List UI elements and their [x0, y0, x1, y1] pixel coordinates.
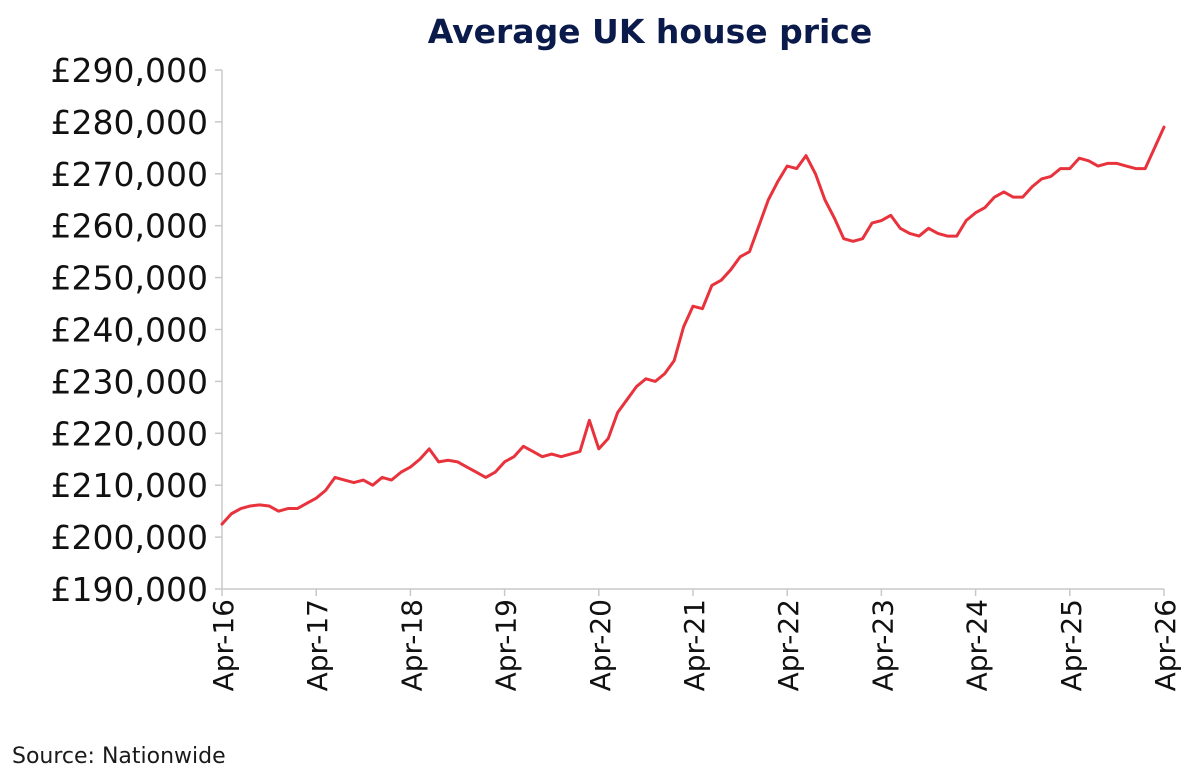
x-tick-label: Apr-23: [866, 599, 899, 691]
series-line: [220, 125, 1166, 526]
y-tick-label: £250,000: [51, 259, 208, 298]
source-note: Source: Nationwide: [12, 744, 226, 769]
y-tick-label: £240,000: [51, 311, 208, 350]
y-tick-label: £260,000: [51, 207, 208, 246]
x-tick-label: Apr-24: [961, 599, 994, 691]
y-tick-label: £200,000: [51, 518, 208, 557]
x-tick-label: Apr-18: [395, 599, 428, 691]
x-tick-label: Apr-22: [772, 599, 805, 691]
y-tick-label: £210,000: [51, 466, 208, 505]
x-tick-label: Apr-20: [584, 599, 617, 691]
y-tick-label: £220,000: [51, 414, 208, 453]
y-axis: £190,000 £200,000 £210,000 £220,000 £230,000…: [51, 51, 223, 609]
x-tick-label: Apr-26: [1149, 599, 1182, 691]
y-tick-label: £280,000: [51, 103, 208, 142]
y-tick-label: £190,000: [51, 570, 208, 609]
y-tick-label: £230,000: [51, 362, 208, 401]
x-axis: Apr-16 Apr-17 Apr-18 Apr-19 Apr-20 Apr-21 Apr-…: [207, 588, 1182, 691]
x-tick-label: Apr-17: [301, 599, 334, 691]
y-tick-label: £290,000: [51, 51, 208, 90]
x-tick-label: Apr-19: [490, 599, 523, 691]
x-tick-label: Apr-21: [678, 599, 711, 691]
x-tick-label: Apr-16: [207, 599, 240, 691]
x-tick-label: Apr-25: [1055, 599, 1088, 691]
chart-title: Average UK house price: [427, 12, 873, 51]
y-tick-label: £270,000: [51, 155, 208, 194]
series-layer: [220, 125, 1166, 526]
